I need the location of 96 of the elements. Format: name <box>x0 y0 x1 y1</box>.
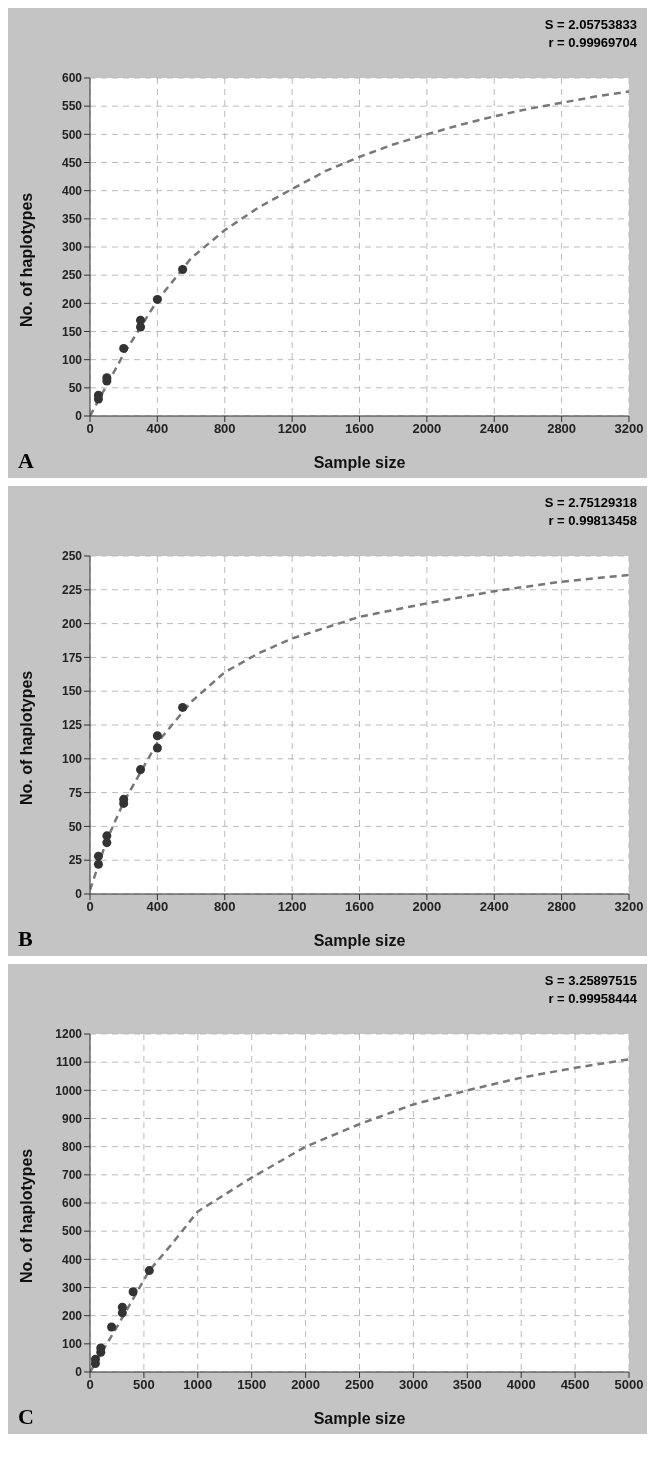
y-tick-label: 100 <box>61 352 83 367</box>
y-tick-label: 1100 <box>55 1055 83 1070</box>
x-tick-label: 5000 <box>614 1377 644 1393</box>
x-tick-label: 2000 <box>412 421 442 437</box>
x-tick-label: 2000 <box>291 1377 321 1393</box>
y-tick-label: 0 <box>75 1365 83 1380</box>
point <box>128 1287 138 1297</box>
x-axis-title: Sample size <box>313 932 406 949</box>
point <box>107 1322 117 1332</box>
x-tick-label: 3200 <box>614 899 644 915</box>
point <box>152 294 162 304</box>
y-tick-label: 200 <box>61 296 83 311</box>
x-tick-label: 3000 <box>398 1377 428 1393</box>
y-tick-label: 250 <box>61 549 83 564</box>
y-tick-label: 700 <box>61 1168 83 1183</box>
x-tick-label: 0 <box>86 421 94 437</box>
y-tick-label: 25 <box>68 853 83 868</box>
y-tick-label: 50 <box>68 381 83 396</box>
y-tick-label: 100 <box>61 752 83 767</box>
point <box>136 315 146 325</box>
x-tick-label: 0 <box>86 1377 94 1393</box>
y-tick-label: 0 <box>75 409 83 424</box>
x-tick-label: 400 <box>146 899 169 915</box>
point <box>93 851 103 861</box>
text: S = 2.75129318 <box>544 494 637 512</box>
y-axis-title: No. of haplotypes <box>17 670 35 805</box>
y-tick-label: 100 <box>61 1337 83 1352</box>
y-tick-label: 550 <box>61 99 83 114</box>
x-tick-label: 1200 <box>277 899 307 915</box>
y-tick-label: 50 <box>68 819 83 834</box>
x-tick-label: 3200 <box>614 421 644 437</box>
y-tick-label: 500 <box>61 127 83 142</box>
text: r = 0.99958444 <box>547 990 637 1008</box>
text: B <box>18 926 33 952</box>
x-tick-label: 1000 <box>183 1377 213 1393</box>
x-tick-label: 1200 <box>277 421 307 437</box>
y-tick-label: 600 <box>61 71 83 86</box>
y-axis-title: No. of haplotypes <box>17 192 35 327</box>
x-tick-label: 800 <box>213 421 236 437</box>
x-tick-label: 4000 <box>506 1377 536 1393</box>
x-tick-label: 1500 <box>237 1377 267 1393</box>
x-tick-label: 500 <box>133 1377 155 1393</box>
x-tick-label: 800 <box>213 899 236 915</box>
y-tick-label: 450 <box>61 155 83 170</box>
y-tick-label: 250 <box>61 268 83 283</box>
y-tick-label: 200 <box>61 616 83 631</box>
point <box>93 859 103 869</box>
text: A <box>18 448 34 474</box>
y-tick-label: 225 <box>61 583 83 598</box>
y-tick-label: 150 <box>61 324 83 339</box>
x-tick-label: 2000 <box>412 899 442 915</box>
y-tick-label: 125 <box>61 718 83 733</box>
x-tick-label: 2500 <box>345 1377 374 1393</box>
x-tick-label: 4500 <box>560 1377 590 1393</box>
y-tick-label: 200 <box>61 1308 83 1323</box>
point <box>119 343 129 353</box>
y-tick-label: 75 <box>68 785 83 800</box>
x-tick-label: 3500 <box>452 1377 482 1393</box>
point <box>117 1302 127 1312</box>
y-tick-label: 500 <box>61 1224 83 1239</box>
point <box>178 265 188 275</box>
y-tick-label: 400 <box>61 1252 83 1267</box>
point <box>152 731 162 741</box>
y-axis-title: No. of haplotypes <box>17 1148 35 1283</box>
y-tick-label: 300 <box>61 240 83 255</box>
point <box>152 743 162 753</box>
text: S = 2.05753833 <box>544 16 637 34</box>
y-tick-label: 350 <box>61 212 83 227</box>
point <box>144 1266 154 1276</box>
text: r = 0.99813458 <box>547 512 637 530</box>
point <box>178 702 188 712</box>
x-tick-label: 400 <box>146 421 169 437</box>
text: S = 3.25897515 <box>544 972 637 990</box>
y-tick-label: 150 <box>61 684 83 699</box>
x-tick-label: 0 <box>86 899 94 915</box>
point <box>136 765 146 775</box>
x-tick-label: 2800 <box>547 899 577 915</box>
y-tick-label: 1200 <box>55 1027 83 1042</box>
y-tick-label: 400 <box>61 183 83 198</box>
x-axis-title: Sample size <box>313 1410 406 1427</box>
x-axis-title: Sample size <box>313 454 406 471</box>
y-tick-label: 800 <box>61 1139 83 1154</box>
y-tick-label: 1000 <box>55 1083 83 1098</box>
y-tick-label: 900 <box>61 1111 83 1126</box>
y-tick-label: 175 <box>61 650 83 665</box>
x-tick-label: 1600 <box>345 421 374 437</box>
y-tick-label: 300 <box>61 1280 83 1295</box>
x-tick-label: 1600 <box>345 899 374 915</box>
x-tick-label: 2800 <box>547 421 577 437</box>
y-tick-label: 600 <box>61 1196 83 1211</box>
text: C <box>18 1404 34 1430</box>
x-tick-label: 2400 <box>479 421 509 437</box>
text: r = 0.99969704 <box>547 34 637 52</box>
y-tick-label: 0 <box>75 887 83 902</box>
point <box>102 831 112 841</box>
x-tick-label: 2400 <box>479 899 509 915</box>
